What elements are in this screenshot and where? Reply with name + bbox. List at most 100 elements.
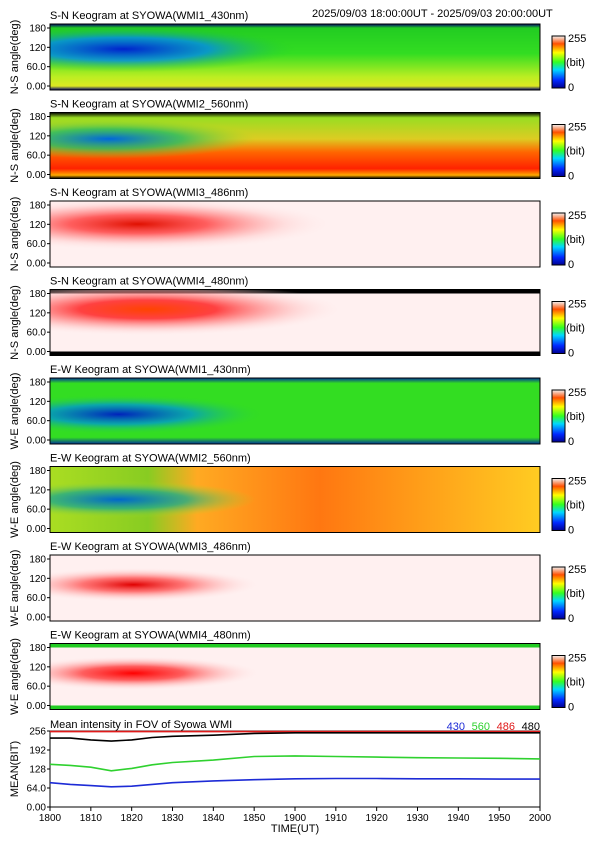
keogram-frame <box>49 466 541 533</box>
colorbar-unit-label: (bit) <box>566 677 585 689</box>
colorbar-max-label: 255 <box>568 387 586 399</box>
y-tick-label: 60.0 <box>27 62 47 73</box>
x-tick-label: 1900 <box>284 813 307 824</box>
x-tick-label: 1820 <box>121 813 144 824</box>
panel-title: S-N Keogram at SYOWA(WMI2_560nm) <box>50 99 248 111</box>
keogram-feature <box>50 24 540 90</box>
colorbar-min-label: 0 <box>568 348 574 360</box>
y-axis-label: W-E angle(deg) <box>9 461 21 538</box>
colorbar-min-label: 0 <box>568 525 574 537</box>
y-tick-label: 120 <box>29 43 46 54</box>
panel-title: S-N Keogram at SYOWA(WMI3_486nm) <box>50 187 248 199</box>
colorbar-min-label: 0 <box>568 259 574 271</box>
keogram-feature <box>50 555 540 621</box>
x-tick-label: 1940 <box>447 813 470 824</box>
y-tick-label: 180 <box>29 112 46 123</box>
y-tick-label: 120 <box>29 397 46 408</box>
keogram-panels: S-N Keogram at SYOWA(WMI1_430nm) 180 120 60… <box>9 10 586 715</box>
series-line-480 <box>50 731 540 742</box>
colorbar <box>551 212 566 266</box>
y-tick-label: 0.00 <box>27 613 47 624</box>
colorbar-min-label: 0 <box>568 171 574 183</box>
x-tick-label: 1920 <box>366 813 389 824</box>
y-tick-label: 0.00 <box>27 259 47 270</box>
keogram-feature <box>50 112 540 179</box>
y-tick-label: 60.0 <box>27 593 47 604</box>
y-tick-label: 120 <box>29 308 46 319</box>
colorbar <box>551 301 566 354</box>
x-tick-label: 1840 <box>202 813 225 824</box>
keogram-frame <box>49 377 541 445</box>
colorbar <box>551 389 566 443</box>
colorbar-unit-label: (bit) <box>566 411 585 423</box>
y-tick-label: 0.00 <box>27 436 47 447</box>
x-tick-label: 1830 <box>161 813 184 824</box>
colorbar-max-label: 255 <box>568 564 586 576</box>
y-axis-label: W-E angle(deg) <box>9 638 21 715</box>
keogram-feature <box>50 643 540 710</box>
colorbar-unit-label: (bit) <box>566 588 585 600</box>
panel-title: E-W Keogram at SYOWA(WMI2_560nm) <box>50 453 251 465</box>
y-tick-label: 0.00 <box>27 347 47 358</box>
y-tick-label: 120 <box>29 220 46 231</box>
x-tick-label: 1930 <box>406 813 429 824</box>
y-tick-label: 0.00 <box>27 170 47 181</box>
y-tick-label: 120 <box>29 662 46 673</box>
panel-title: E-W Keogram at SYOWA(WMI1_430nm) <box>50 364 251 376</box>
panel-title: E-W Keogram at SYOWA(WMI4_480nm) <box>50 630 251 642</box>
colorbar <box>551 478 566 531</box>
panel-title: S-N Keogram at SYOWA(WMI4_480nm) <box>50 276 248 288</box>
keogram-panel-5: E-W Keogram at SYOWA(WMI1_430nm) 180 120 60… <box>9 364 586 449</box>
keogram-panel-8: E-W Keogram at SYOWA(WMI4_480nm) 180 120 60… <box>9 630 586 715</box>
y-tick-label: 60.0 <box>27 328 47 339</box>
y-tick-label: 0.00 <box>27 82 47 93</box>
colorbar <box>551 35 566 89</box>
colorbar-unit-label: (bit) <box>566 234 585 246</box>
keogram-frame <box>49 112 541 179</box>
colorbar-max-label: 255 <box>568 210 586 222</box>
y-tick-label: 180 <box>29 466 46 477</box>
y-tick-label: 60.0 <box>27 416 47 427</box>
y-tick-label: 256 <box>29 727 46 738</box>
y-tick-label: 180 <box>29 378 46 389</box>
keogram-panel-3: S-N Keogram at SYOWA(WMI3_486nm) 180 120 60… <box>9 187 586 271</box>
y-tick-label: 60.0 <box>27 151 47 162</box>
keogram-feature <box>50 466 540 533</box>
panel-title: S-N Keogram at SYOWA(WMI1_430nm) <box>50 10 248 22</box>
y-tick-label: 120 <box>29 485 46 496</box>
keogram-frame <box>49 200 541 268</box>
colorbar <box>551 124 566 177</box>
colorbar-min-label: 0 <box>568 613 574 625</box>
legend-entry-480: 480 <box>522 721 540 733</box>
keogram-frame <box>49 643 541 710</box>
y-tick-label: 60.0 <box>27 682 47 693</box>
y-axis-label: W-E angle(deg) <box>9 550 21 627</box>
series-line-430 <box>49 777 540 788</box>
y-tick-label: 60.0 <box>27 239 47 250</box>
mean-intensity-panel: Mean intensity in FOV of Syowa WMI 480 486… <box>9 719 552 835</box>
colorbar-unit-label: (bit) <box>566 500 585 512</box>
legend-entry-560: 560 <box>472 721 490 733</box>
keogram-panel-6: E-W Keogram at SYOWA(WMI2_560nm) 180 120 60… <box>9 453 586 538</box>
line-panel-title: Mean intensity in FOV of Syowa WMI <box>50 719 232 731</box>
y-tick-label: 0.00 <box>27 701 47 712</box>
keogram-frame <box>49 554 541 622</box>
y-tick-label: 0.00 <box>27 524 47 535</box>
panel-title: E-W Keogram at SYOWA(WMI3_486nm) <box>50 541 251 553</box>
y-tick-label: 0.00 <box>27 803 47 814</box>
colorbar-max-label: 255 <box>568 476 586 488</box>
colorbar-max-label: 255 <box>568 653 586 665</box>
colorbar-unit-label: (bit) <box>566 146 585 158</box>
colorbar-max-label: 255 <box>568 299 586 311</box>
colorbar <box>551 566 566 620</box>
y-tick-label: 192 <box>29 746 46 757</box>
colorbar-max-label: 255 <box>568 33 586 45</box>
keogram-frame <box>49 289 541 356</box>
colorbar-unit-label: (bit) <box>566 57 585 69</box>
keogram-feature <box>50 201 540 267</box>
y-tick-label: 120 <box>29 574 46 585</box>
series-line-560 <box>49 755 541 772</box>
keogram-panel-1: S-N Keogram at SYOWA(WMI1_430nm) 180 120 60… <box>9 10 586 94</box>
time-range-label: 2025/09/03 18:00:00UT - 2025/09/03 20:00… <box>312 8 553 20</box>
